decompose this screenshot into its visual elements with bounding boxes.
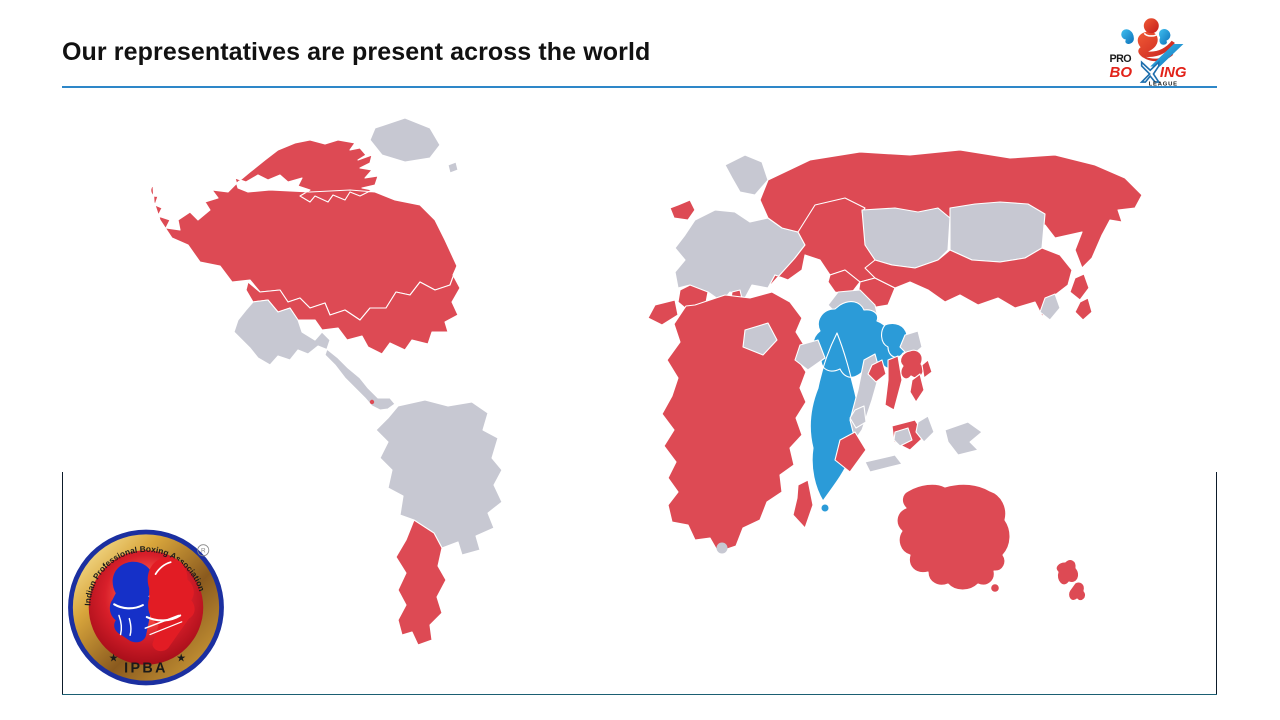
svg-text:LEAGUE: LEAGUE [1149, 81, 1178, 87]
svg-text:★: ★ [176, 653, 186, 665]
svg-text:ING: ING [1160, 64, 1187, 81]
svg-text:★: ★ [109, 653, 119, 665]
svg-text:BO: BO [1110, 64, 1133, 81]
svg-text:PRO: PRO [1110, 53, 1132, 65]
svg-text:IPBA: IPBA [124, 661, 168, 677]
